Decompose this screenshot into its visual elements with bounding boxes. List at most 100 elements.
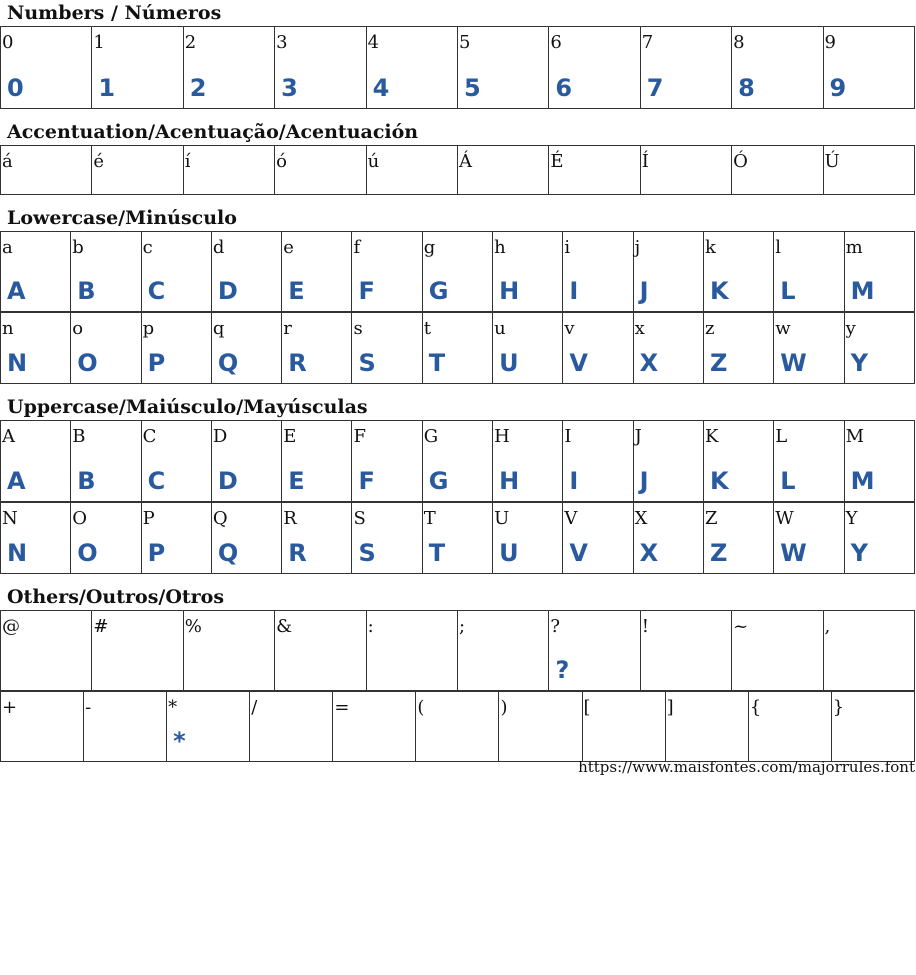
- char-label: [: [583, 697, 591, 718]
- glyph-cell: !: [639, 610, 733, 691]
- font-glyph-sample: G: [428, 467, 449, 495]
- glyph-cell: [: [581, 691, 666, 762]
- char-label: r: [283, 318, 292, 339]
- char-label: G: [423, 426, 439, 447]
- section-title: Uppercase/Maiúsculo/Mayúsculas: [7, 396, 368, 418]
- glyph-cell: &: [274, 610, 367, 691]
- char-label: p: [142, 318, 155, 339]
- char-label: t: [423, 318, 432, 339]
- char-label: !: [641, 616, 649, 637]
- font-glyph-sample: U: [499, 349, 519, 377]
- char-label: 5: [458, 32, 471, 53]
- font-glyph-sample: E: [288, 467, 305, 495]
- font-glyph-sample: X: [639, 349, 659, 377]
- char-label: v: [564, 318, 575, 339]
- font-glyph-sample: N: [7, 539, 28, 567]
- char-label: É: [550, 151, 564, 172]
- font-glyph-sample: M: [850, 277, 875, 305]
- char-label: s: [353, 318, 363, 339]
- char-label: l: [775, 237, 782, 258]
- font-glyph-sample: 1: [98, 74, 116, 102]
- char-label: F: [353, 426, 366, 447]
- char-label: Ú: [824, 151, 840, 172]
- char-label: M: [845, 426, 864, 447]
- char-label: ó: [276, 151, 288, 172]
- font-glyph-sample: J: [639, 277, 649, 305]
- glyph-cell: }: [830, 691, 916, 762]
- font-glyph-sample: L: [780, 467, 796, 495]
- font-glyph-sample: U: [499, 539, 519, 567]
- char-label: o: [72, 318, 84, 339]
- char-label: j: [634, 237, 641, 258]
- char-label: c: [142, 237, 153, 258]
- char-label: }: [832, 697, 845, 718]
- glyph-cell: {: [747, 691, 832, 762]
- font-glyph-sample: D: [217, 467, 238, 495]
- font-glyph-sample: I: [569, 467, 579, 495]
- char-label: A: [2, 426, 15, 447]
- font-glyph-sample: H: [499, 277, 520, 305]
- char-label: é: [93, 151, 105, 172]
- char-label: Ó: [733, 151, 748, 172]
- glyph-cell: Í: [639, 145, 733, 195]
- char-label: T: [423, 508, 436, 529]
- char-label: V: [564, 508, 578, 529]
- char-label: ,: [824, 616, 831, 637]
- char-label: Y: [845, 508, 858, 529]
- char-label: B: [72, 426, 86, 447]
- font-glyph-sample: R: [288, 539, 307, 567]
- char-label: ;: [458, 616, 466, 637]
- char-label: Á: [458, 151, 472, 172]
- char-label: m: [845, 237, 863, 258]
- glyph-cell: +: [0, 691, 85, 762]
- font-glyph-sample: R: [288, 349, 307, 377]
- section: Accentuation/Acentuação/Acentuación á é í ó ú…: [0, 119, 916, 195]
- font-glyph-sample: D: [217, 277, 238, 305]
- glyph-cell: Á: [456, 145, 550, 195]
- char-label: 7: [641, 32, 654, 53]
- font-glyph-sample: Y: [850, 539, 868, 567]
- char-label: X: [634, 508, 648, 529]
- char-label: @: [2, 616, 20, 637]
- char-label: &: [276, 616, 293, 637]
- char-label: ~: [733, 616, 749, 637]
- font-glyph-sample: Z: [709, 539, 728, 567]
- font-glyph-sample: T: [428, 349, 446, 377]
- font-glyph-sample: J: [639, 467, 649, 495]
- glyph-cell: #: [91, 610, 184, 691]
- char-label: D: [212, 426, 228, 447]
- char-label: i: [564, 237, 571, 258]
- char-label: C: [142, 426, 157, 447]
- font-glyph-sample: H: [499, 467, 520, 495]
- glyph-table: + - * * / =()[]{}: [0, 691, 916, 762]
- font-glyph-sample: E: [288, 277, 305, 305]
- font-glyph-sample: I: [569, 277, 579, 305]
- section-title: Lowercase/Minúsculo: [7, 207, 237, 229]
